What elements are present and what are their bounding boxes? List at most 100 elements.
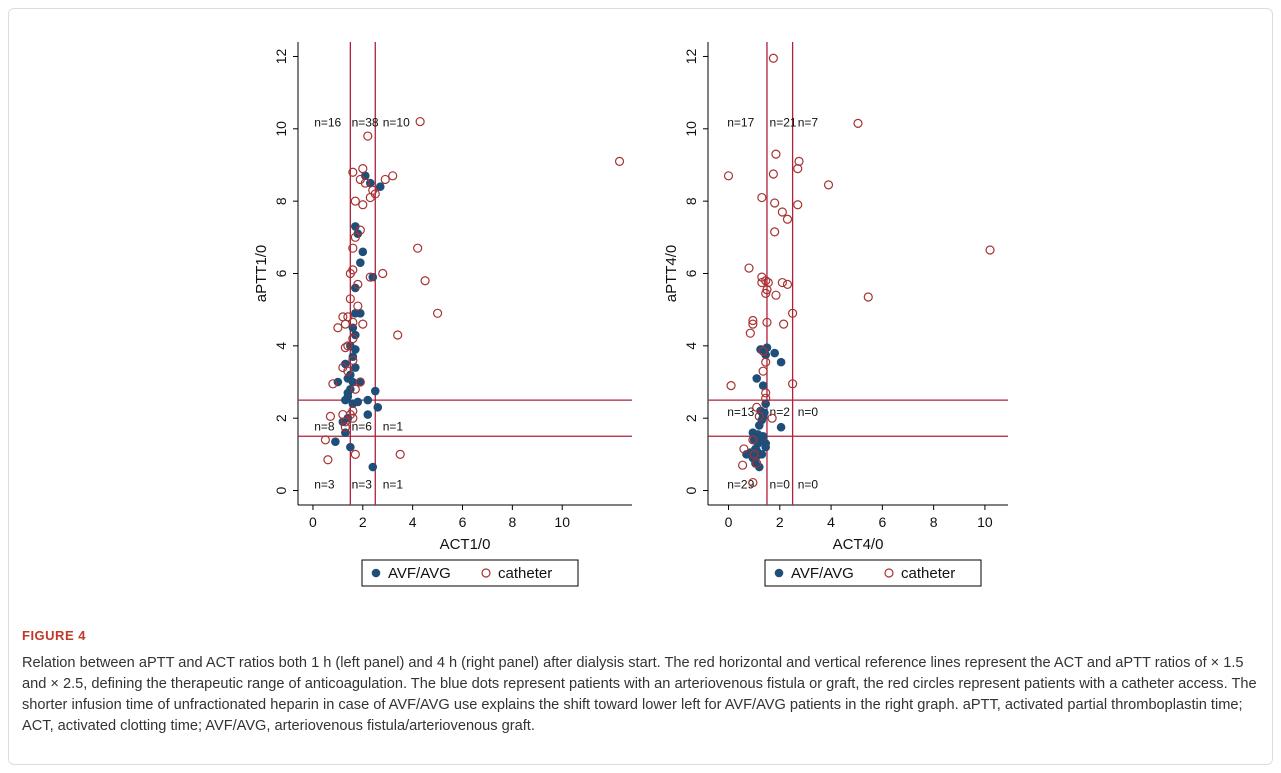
chart-0-avf-point bbox=[351, 222, 360, 231]
chart-1-catheter-point bbox=[767, 413, 777, 423]
chart-0-avf-point bbox=[356, 258, 365, 267]
chart-0-catheter-point bbox=[343, 366, 353, 376]
chart-0-avf-point bbox=[368, 272, 378, 282]
chart-0-catheter-point bbox=[388, 171, 398, 181]
chart-1-catheter-point bbox=[863, 292, 873, 302]
chart-1-catheter-point bbox=[853, 118, 863, 128]
chart-0-catheter-point bbox=[360, 178, 370, 188]
chart-1-catheter-point bbox=[777, 277, 787, 288]
chart-0-y-tick-label: 6 bbox=[273, 269, 289, 277]
chart-1-y-tick-label: 0 bbox=[683, 486, 699, 494]
chart-0-catheter-point bbox=[343, 341, 353, 351]
chart-1-catheter-point bbox=[761, 357, 771, 367]
chart-0-catheter-point bbox=[350, 232, 360, 242]
chart-1-catheter-point bbox=[762, 317, 772, 327]
chart-0-catheter-point bbox=[350, 384, 360, 394]
chart-0-quadrant-count: n=3 bbox=[352, 477, 373, 491]
chart-1-catheter-point bbox=[749, 449, 759, 459]
chart-0-catheter-point bbox=[328, 379, 338, 389]
chart-1-quadrant-count: n=21 bbox=[770, 116, 797, 130]
chart-1-catheter-point bbox=[779, 319, 789, 329]
chart-0-catheter-point bbox=[348, 413, 358, 423]
chart-0-avf-point bbox=[373, 403, 383, 412]
chart-1-catheter-point bbox=[770, 198, 780, 208]
chart-0-catheter-point bbox=[355, 225, 365, 235]
chart-0-x-axis-title: ACT1/0 bbox=[440, 536, 491, 553]
chart-0-quadrant-count: n=8 bbox=[314, 419, 335, 433]
chart-0-y-axis-title: aPTT1/0 bbox=[253, 245, 270, 303]
chart-0-legend-avf-label: AVF/AVG bbox=[388, 565, 451, 582]
chart-0-avf-point bbox=[375, 182, 385, 191]
right-panel-chart: 0 2 4 6 8 10 0 2 4 6 8 10 12 ACT4/0 aPTT4/0 n=17 n=21 n=7… bbox=[663, 42, 1008, 587]
chart-1-catheter-point bbox=[777, 207, 787, 217]
chart-1-avf-point bbox=[776, 422, 786, 432]
chart-0-avf-point bbox=[360, 171, 370, 181]
chart-1-x-tick-label: 8 bbox=[930, 514, 938, 530]
chart-0-catheter-point bbox=[413, 243, 423, 253]
chart-0-catheter-point bbox=[358, 200, 368, 210]
chart-1-quadrant-count: n=2 bbox=[770, 405, 791, 419]
chart-1-x-axis-title: ACT4/0 bbox=[833, 536, 884, 553]
chart-1-catheter-point bbox=[726, 381, 736, 391]
chart-0-catheter-point bbox=[350, 196, 360, 206]
chart-1-catheter-point bbox=[761, 288, 771, 298]
chart-1-catheter-point bbox=[757, 192, 767, 203]
chart-0-legend-avf-marker bbox=[371, 568, 381, 578]
chart-1-catheter-point bbox=[793, 164, 803, 174]
chart-0-avf-point bbox=[338, 417, 348, 427]
chart-1-catheter-point bbox=[758, 366, 768, 376]
chart-1-y-tick-label: 10 bbox=[683, 121, 699, 137]
chart-1-catheter-point bbox=[788, 308, 798, 318]
chart-1-catheter-point bbox=[771, 149, 781, 159]
chart-0-catheter-point bbox=[358, 319, 368, 329]
chart-1-catheter-point bbox=[794, 156, 804, 166]
chart-0-catheter-point bbox=[353, 301, 363, 311]
chart-1-catheter-point bbox=[744, 263, 754, 273]
chart-0-catheter-point bbox=[350, 449, 360, 459]
chart-0-catheter-point bbox=[333, 323, 343, 333]
chart-0-catheter-point bbox=[348, 334, 358, 344]
chart-0-legend-catheter-label: catheter bbox=[498, 565, 552, 582]
chart-1-legend-box bbox=[764, 559, 982, 587]
left-panel-chart: 0 2 4 6 8 10 0 2 4 6 8 10 12 ACT1/0 aPTT1/0 n=16 n=38 n=1… bbox=[253, 42, 632, 587]
chart-0-legend-catheter-marker bbox=[481, 568, 491, 578]
chart-1-catheter-point bbox=[782, 214, 793, 224]
chart-1-catheter-point bbox=[768, 169, 778, 179]
chart-1-catheter-point bbox=[788, 379, 798, 389]
chart-0-avf-point bbox=[368, 462, 378, 472]
chart-1-catheter-point bbox=[761, 393, 771, 403]
chart-1-catheter-point bbox=[752, 402, 762, 412]
figure-caption: FIGURE 4 Relation between aPTT and ACT r… bbox=[22, 628, 1262, 737]
chart-0-legend-box bbox=[361, 559, 579, 587]
chart-1-y-tick-label: 12 bbox=[683, 48, 699, 64]
chart-0-y-tick-label: 2 bbox=[273, 414, 289, 422]
chart-1-catheter-point bbox=[723, 171, 734, 181]
chart-0-avf-point bbox=[333, 377, 343, 387]
chart-0-quadrant-count: n=6 bbox=[352, 419, 373, 433]
chart-1-catheter-point bbox=[761, 388, 771, 398]
figure-label: FIGURE 4 bbox=[22, 628, 86, 643]
chart-0-catheter-point bbox=[340, 343, 350, 353]
chart-1-quadrant-count: n=29 bbox=[727, 477, 754, 491]
chart-1-avf-point bbox=[770, 348, 779, 358]
chart-0-avf-point bbox=[363, 410, 373, 419]
chart-1-quadrant-count: n=0 bbox=[770, 477, 791, 491]
chart-0-avf-point bbox=[331, 437, 340, 446]
chart-0-quadrant-count: n=16 bbox=[314, 116, 341, 130]
chart-0-catheter-point bbox=[378, 268, 388, 279]
chart-1-avf-point bbox=[754, 421, 764, 430]
chart-1-legend-catheter-marker bbox=[884, 568, 894, 578]
chart-1-avf-point bbox=[752, 374, 762, 383]
chart-0-x-tick-label: 6 bbox=[459, 514, 467, 530]
chart-1-y-tick-label: 8 bbox=[683, 197, 699, 205]
chart-1-x-tick-label: 4 bbox=[827, 514, 835, 530]
chart-1-y-tick-label: 2 bbox=[683, 414, 699, 422]
chart-1-catheter-point bbox=[768, 53, 778, 63]
chart-0-avf-point bbox=[370, 386, 380, 396]
chart-0-y-tick-label: 0 bbox=[273, 486, 289, 494]
chart-0-catheter-point bbox=[358, 164, 368, 174]
chart-0-avf-point bbox=[365, 178, 375, 188]
chart-1-catheter-point bbox=[770, 227, 780, 237]
chart-1-catheter-point bbox=[748, 477, 758, 488]
chart-1-avf-point bbox=[776, 357, 786, 367]
